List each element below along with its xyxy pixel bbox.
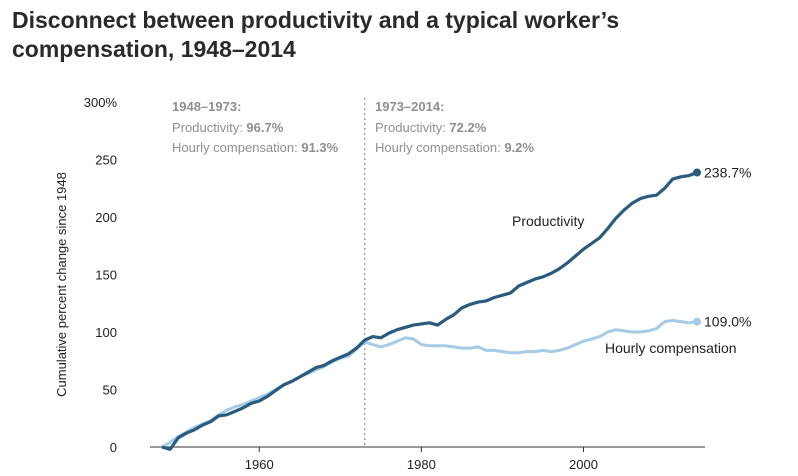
series-end-label-productivity: 238.7%	[704, 164, 751, 180]
series-end-label-hourly-compensation: 109.0%	[704, 314, 751, 330]
x-axis-ticks: 1960 1980 2000	[245, 447, 598, 472]
series-label-productivity: Productivity	[512, 213, 584, 229]
annotation-1-productivity: Productivity: 96.7%	[172, 120, 284, 135]
chart-title: Disconnect between productivity and a ty…	[12, 6, 792, 64]
x-tick-label: 1960	[245, 457, 274, 472]
annotation-2-productivity: Productivity: 72.2%	[375, 120, 487, 135]
y-axis-label: Cumulative percent change since 1948	[54, 172, 69, 397]
series-endpoint-hourly-compensation	[693, 317, 701, 326]
y-tick-label: 300%	[84, 95, 118, 110]
y-tick-label: 200	[95, 210, 117, 225]
x-tick-label: 1980	[407, 457, 436, 472]
annotation-1973-2014: 1973–2014: Productivity: 72.2% Hourly co…	[375, 99, 534, 155]
y-tick-label: 0	[110, 440, 117, 455]
chart-title-line-2: compensation, 1948–2014	[12, 36, 296, 62]
series-line-hourly-compensation	[161, 319, 698, 449]
y-tick-label: 150	[95, 268, 117, 283]
annotation-1-period: 1948–1973:	[172, 99, 241, 114]
annotation-2-compensation: Hourly compensation: 9.2%	[375, 140, 534, 155]
x-tick-label: 2000	[569, 457, 598, 472]
series-line-productivity	[161, 171, 698, 451]
y-axis-ticks: 0 50 100 150 200 250 300%	[84, 95, 118, 455]
series-label-hourly-compensation: Hourly compensation	[605, 340, 737, 356]
annotation-2-period: 1973–2014:	[375, 99, 444, 114]
y-tick-label: 50	[103, 383, 117, 398]
series-endpoint-productivity	[693, 168, 701, 177]
y-tick-label: 100	[95, 325, 117, 340]
chart-title-line-1: Disconnect between productivity and a ty…	[12, 7, 620, 33]
annotation-1-compensation: Hourly compensation: 91.3%	[172, 140, 339, 155]
y-tick-label: 250	[95, 153, 117, 168]
annotation-1948-1973: 1948–1973: Productivity: 96.7% Hourly co…	[172, 99, 339, 155]
